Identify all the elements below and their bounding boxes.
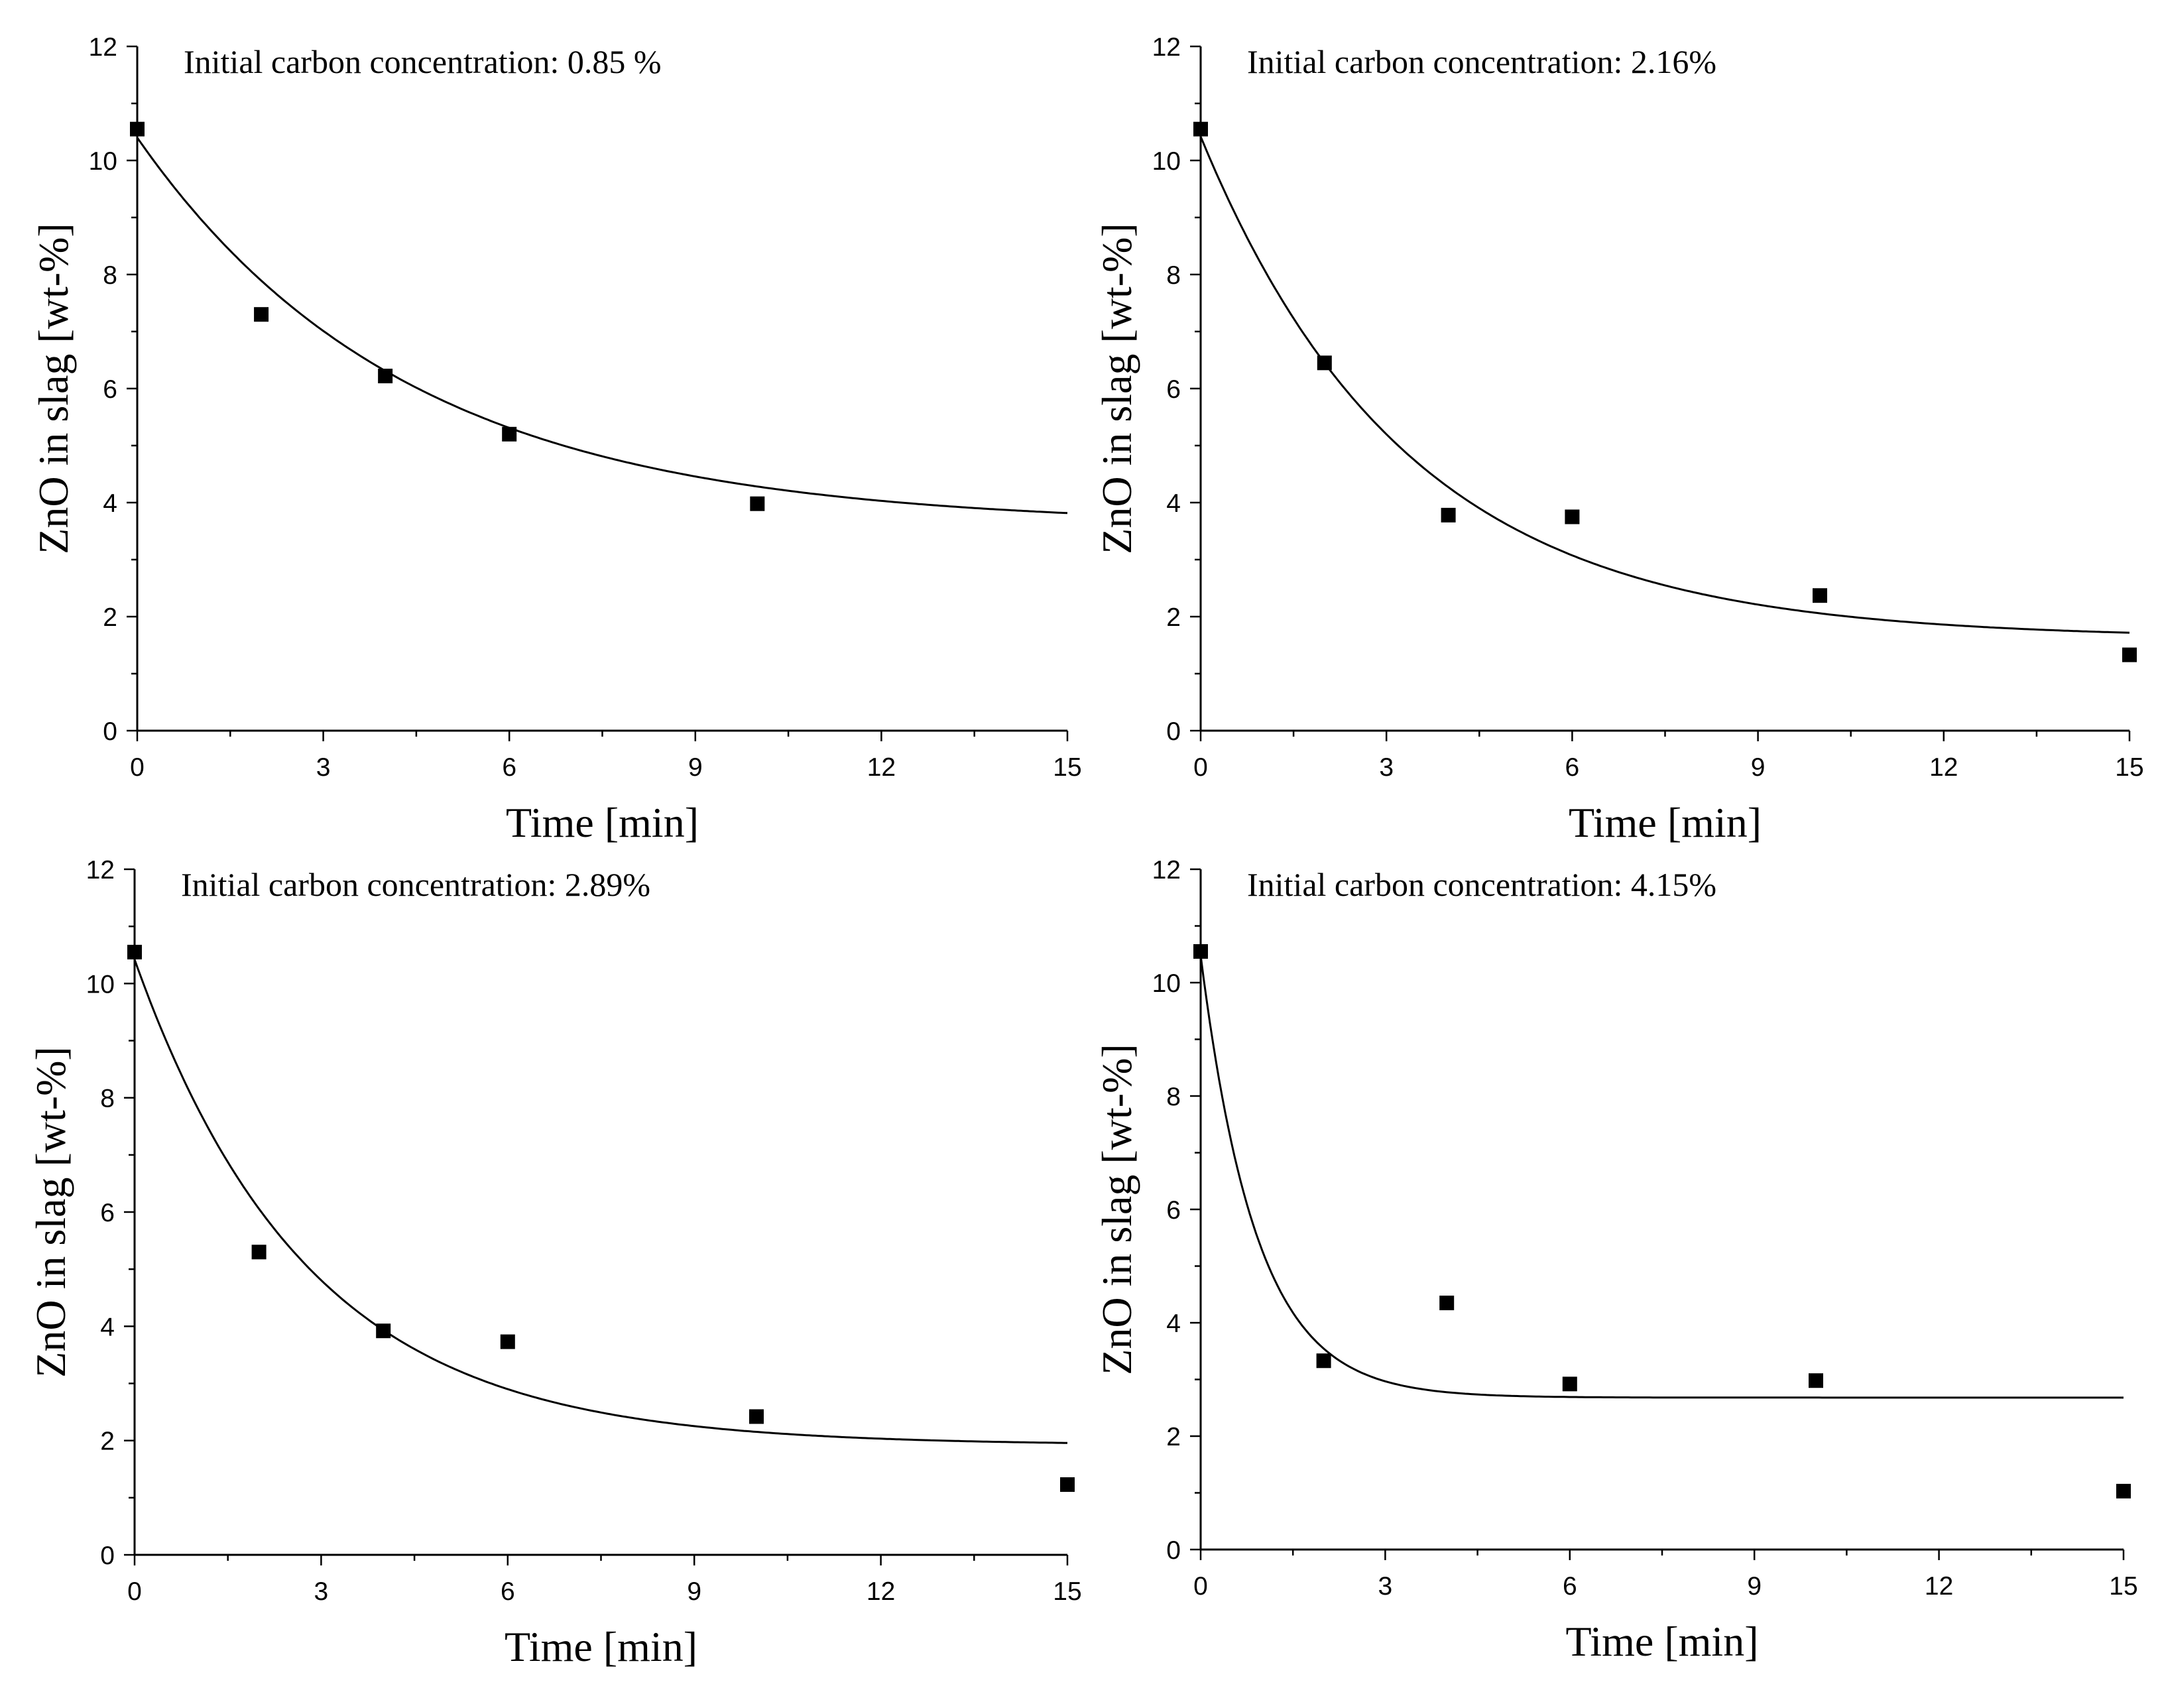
y-tick-label: 4 [1166,1310,1181,1338]
x-tick-label: 6 [1565,753,1580,782]
x-tick-label: 6 [501,1577,515,1606]
y-tick-label: 12 [89,33,117,62]
y-tick-label: 6 [103,375,117,404]
data-point [1060,1477,1075,1493]
data-point [500,1334,515,1349]
y-tick-label: 12 [1152,33,1181,62]
y-tick-label: 6 [1166,1196,1181,1225]
data-point [2116,1483,2131,1498]
y-tick-label: 10 [89,147,117,176]
y-tick-label: 10 [1152,147,1181,176]
fit-curve [1199,955,2124,1399]
data-point [1439,1296,1455,1311]
y-tick-label: 4 [1166,489,1181,518]
x-axis-title: Time [min] [1566,1618,1759,1665]
x-tick-label: 3 [1378,1572,1393,1601]
x-tick-label: 0 [127,1577,142,1606]
y-tick-label: 12 [86,856,115,884]
x-tick-label: 0 [130,753,145,782]
y-tick-label: 0 [1166,1536,1181,1565]
x-tick-label: 12 [1929,753,1958,782]
y-tick-label: 0 [100,1542,115,1570]
y-tick-label: 0 [103,717,117,746]
data-point [1813,588,1827,603]
chart-panel-4p15: Initial carbon concentration: 4.15% ZnO … [1093,856,2138,1665]
x-tick-label: 6 [1563,1572,1577,1601]
x-tick-label: 3 [1379,753,1394,782]
data-point [254,307,269,322]
chart-panel-2p89: Initial carbon concentration: 2.89% ZnO … [27,856,1082,1670]
chart-panel-0p85: Initial carbon concentration: 0.85 % ZnO… [30,33,1082,846]
data-point [1193,944,1208,959]
x-tick-label: 9 [688,753,703,782]
data-point [750,496,765,511]
x-axis-title: Time [min] [505,1623,697,1670]
x-tick-label: 12 [867,1577,895,1606]
y-tick-label: 8 [100,1085,115,1113]
x-tick-label: 3 [314,1577,329,1606]
y-axis-title: ZnO in slag [wt-%] [30,223,77,554]
x-tick-label: 15 [1053,1577,1081,1606]
y-tick-label: 0 [1166,717,1181,746]
y-axis-title: ZnO in slag [wt-%] [27,1046,74,1377]
chart-title: Initial carbon concentration: 0.85 % [184,43,662,80]
x-tick-label: 15 [1053,753,1081,782]
x-axis-title: Time [min] [506,799,699,846]
y-tick-label: 4 [100,1313,115,1341]
x-tick-label: 9 [1747,1572,1762,1601]
data-point [749,1409,764,1424]
x-tick-label: 15 [2109,1572,2137,1601]
y-tick-label: 10 [1152,969,1181,998]
x-tick-label: 9 [1751,753,1766,782]
data-point [127,944,142,959]
x-tick-label: 0 [1193,1572,1208,1601]
chart-title: Initial carbon concentration: 2.89% [181,866,650,903]
y-tick-label: 4 [103,489,117,518]
data-point [378,369,393,384]
y-tick-label: 6 [100,1199,115,1227]
data-point [502,426,517,442]
x-tick-label: 15 [2115,753,2143,782]
y-axis-title: ZnO in slag [wt-%] [1093,1044,1140,1374]
chart-title: Initial carbon concentration: 4.15% [1247,866,1716,903]
y-tick-label: 2 [103,603,117,632]
x-tick-label: 12 [867,753,896,782]
y-tick-label: 2 [1166,603,1181,632]
fit-curve [136,137,1068,515]
data-point [1562,1376,1577,1392]
data-point [1565,509,1580,524]
y-tick-label: 10 [86,970,115,999]
fit-curve [133,959,1068,1444]
data-point [1193,121,1208,137]
x-tick-label: 3 [316,753,331,782]
data-point [376,1323,391,1339]
y-tick-label: 8 [1166,1083,1181,1111]
chart-title: Initial carbon concentration: 2.16% [1247,43,1716,80]
y-tick-label: 8 [1166,261,1181,290]
data-point [1441,507,1456,522]
chart-panel-2p16: Initial carbon concentration: 2.16% ZnO … [1093,33,2144,846]
y-tick-label: 12 [1152,856,1181,884]
data-point [1316,1353,1331,1369]
y-tick-label: 2 [100,1428,115,1456]
data-point [2122,647,2137,662]
data-point [130,121,145,137]
y-tick-label: 8 [103,261,117,290]
data-point [1809,1373,1823,1388]
data-point [1317,355,1332,371]
y-axis-title: ZnO in slag [wt-%] [1093,223,1140,554]
data-point [251,1245,267,1260]
x-tick-label: 9 [687,1577,701,1606]
y-tick-label: 2 [1166,1423,1181,1451]
x-tick-label: 0 [1193,753,1208,782]
y-tick-label: 6 [1166,375,1181,404]
x-axis-title: Time [min] [1569,799,1762,846]
x-tick-label: 12 [1925,1572,1953,1601]
x-tick-label: 6 [502,753,516,782]
fit-curve [1199,136,2130,634]
